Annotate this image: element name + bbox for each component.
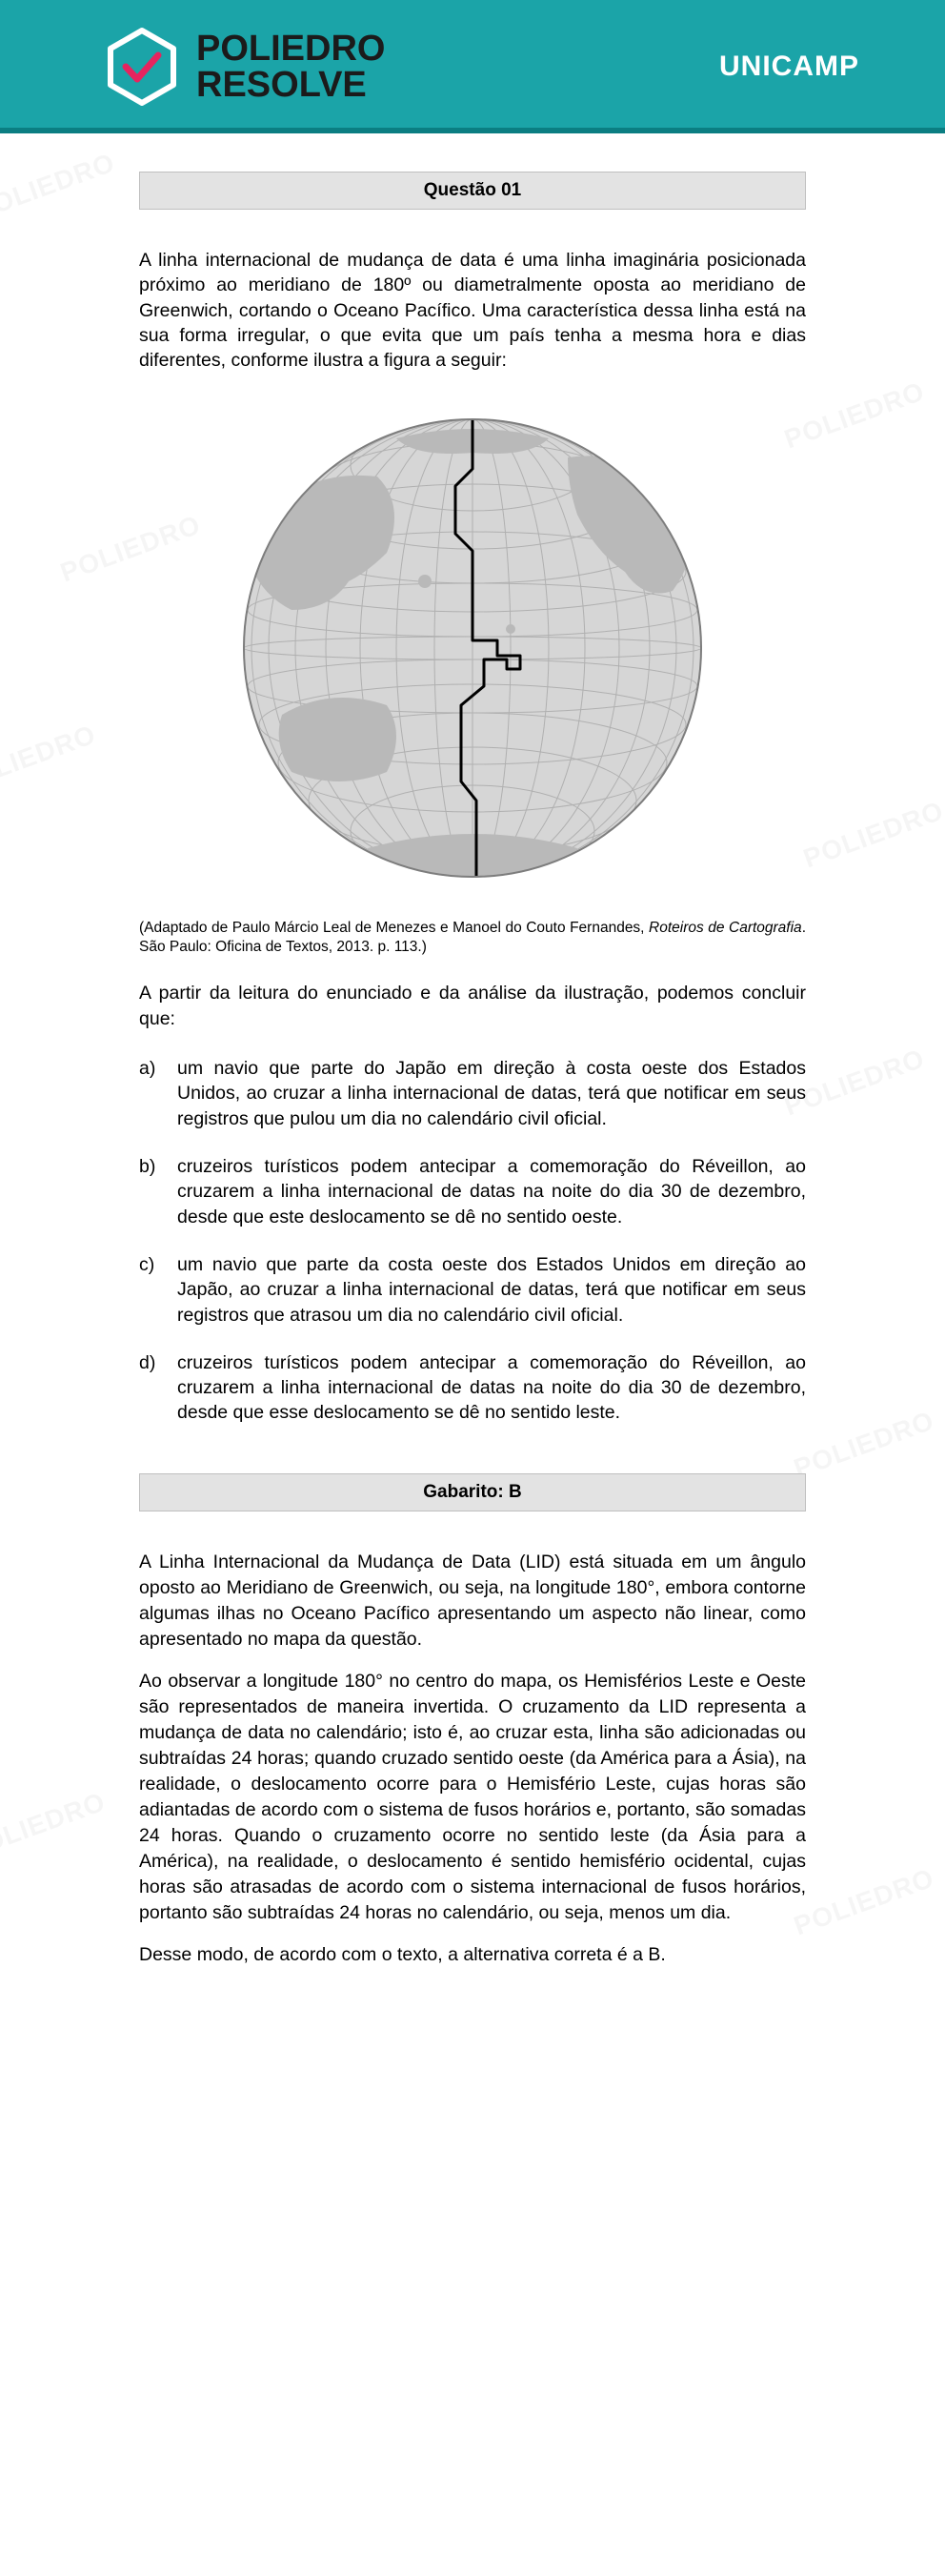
question-title-bar: Questão 01 <box>139 172 806 210</box>
caption-prefix: (Adaptado de Paulo Márcio Leal de Meneze… <box>139 920 649 936</box>
alternative-d: d) cruzeiros turísticos podem antecipar … <box>139 1350 806 1426</box>
figure-globe <box>139 400 806 896</box>
alt-letter: a) <box>139 1056 164 1131</box>
explanation-p2: Ao observar a longitude 180° no centro d… <box>139 1669 806 1925</box>
alt-text: cruzeiros turísticos podem antecipar a c… <box>177 1350 806 1426</box>
alt-text: um navio que parte do Japão em direção à… <box>177 1056 806 1131</box>
explanation-p3: Desse modo, de acordo com o texto, a alt… <box>139 1942 806 1968</box>
globe-svg <box>225 400 720 896</box>
answer-title-bar: Gabarito: B <box>139 1473 806 1511</box>
alternative-b: b) cruzeiros turísticos podem antecipar … <box>139 1154 806 1229</box>
page-header: POLIEDRO RESOLVE UNICAMP <box>0 0 945 133</box>
brand-line1: POLIEDRO <box>196 30 385 67</box>
alt-letter: d) <box>139 1350 164 1426</box>
brand-text: POLIEDRO RESOLVE <box>196 30 385 103</box>
alt-letter: c) <box>139 1252 164 1328</box>
brand-line2: RESOLVE <box>196 67 385 103</box>
logo-hexagon-icon <box>105 27 179 107</box>
figure-caption: (Adaptado de Paulo Márcio Leal de Meneze… <box>139 919 806 959</box>
alt-text: cruzeiros turísticos podem antecipar a c… <box>177 1154 806 1229</box>
brand-block: POLIEDRO RESOLVE <box>105 27 385 107</box>
alternative-a: a) um navio que parte do Japão em direçã… <box>139 1056 806 1131</box>
alternatives-list: a) um navio que parte do Japão em direçã… <box>139 1056 806 1426</box>
alt-letter: b) <box>139 1154 164 1229</box>
question-stem: A linha internacional de mudança de data… <box>139 248 806 374</box>
exam-name: UNICAMP <box>719 51 859 83</box>
alternative-c: c) um navio que parte da costa oeste dos… <box>139 1252 806 1328</box>
alt-text: um navio que parte da costa oeste dos Es… <box>177 1252 806 1328</box>
caption-italic: Roteiros de Cartografia <box>649 920 802 936</box>
explanation-p1: A Linha Internacional da Mudança de Data… <box>139 1550 806 1653</box>
question-prompt: A partir da leitura do enunciado e da an… <box>139 981 806 1031</box>
